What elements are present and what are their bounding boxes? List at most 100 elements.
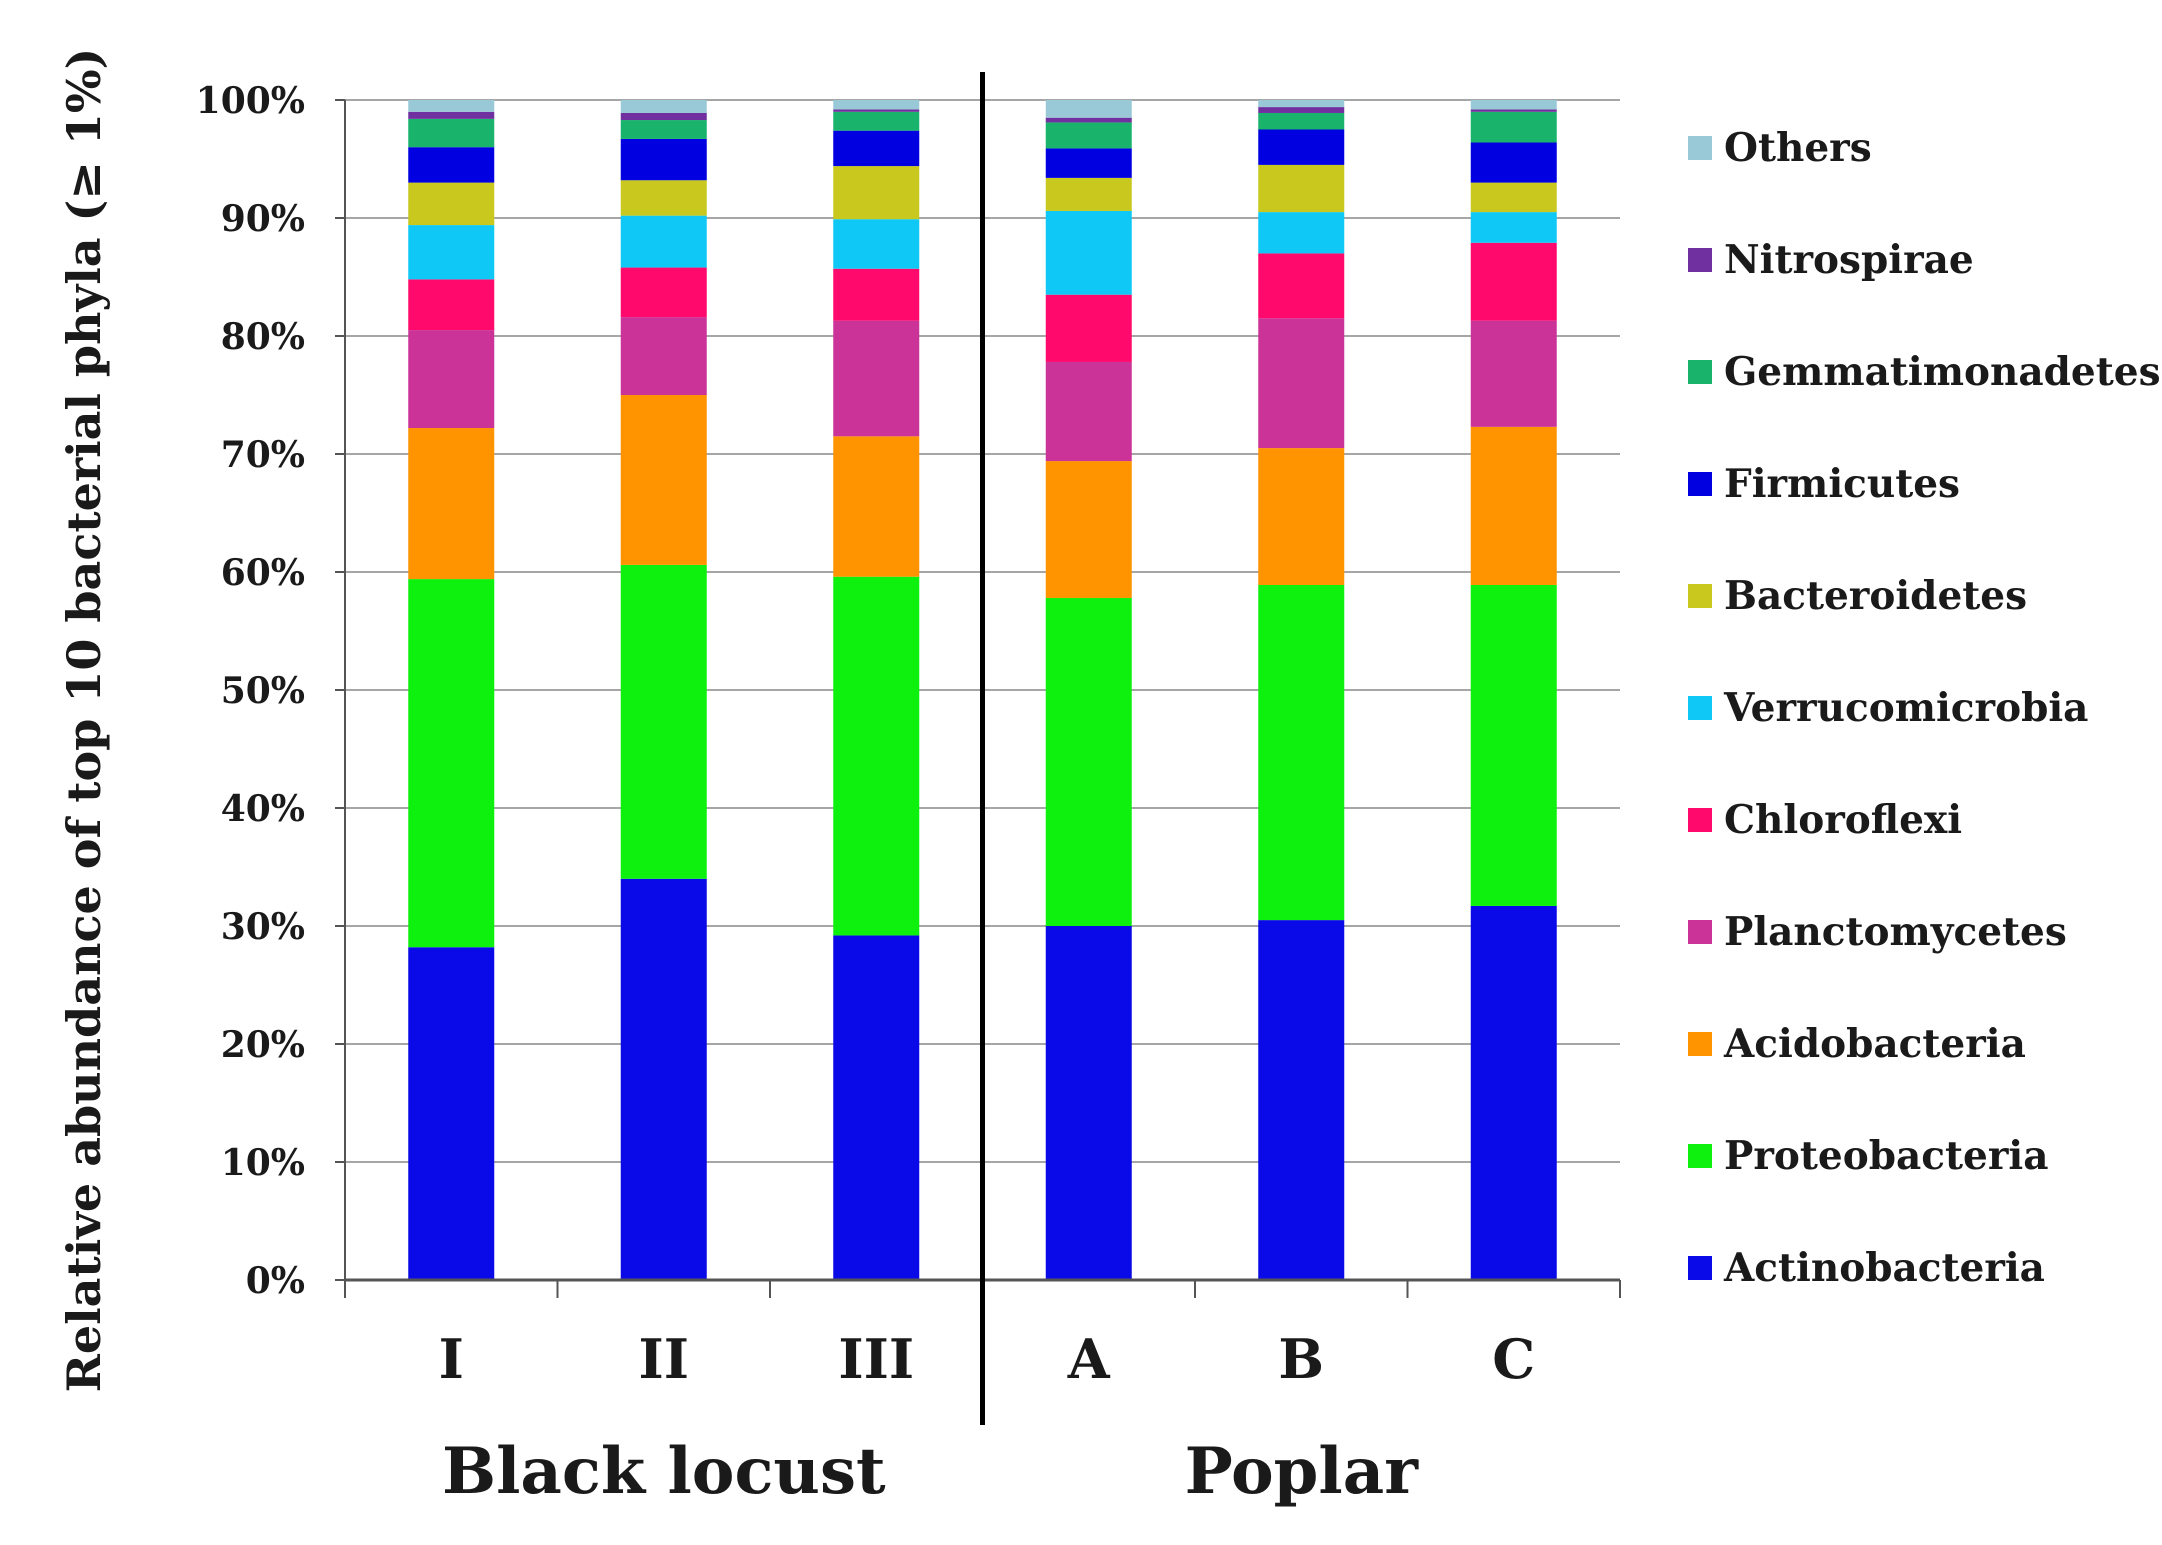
bar-segment-bacteroidetes-b — [1258, 164, 1345, 213]
bar-segment-actinobacteria-a — [1045, 926, 1132, 1280]
legend-swatch-bacteroidetes — [1688, 584, 1712, 608]
y-tick-label: 30% — [221, 906, 305, 948]
bar-segment-verrucomicrobia-c — [1470, 212, 1557, 243]
x-category-label: C — [1492, 1327, 1535, 1391]
bar-segment-nitrospirae-iii — [833, 109, 920, 112]
y-tick-label: 10% — [221, 1142, 305, 1184]
legend-label: Verrucomicrobia — [1723, 685, 2088, 731]
bar-segment-nitrospirae-b — [1258, 107, 1345, 113]
y-tick-label: 40% — [221, 788, 305, 830]
bar-segment-gemmatimonadetes-a — [1045, 122, 1132, 149]
x-category-label: A — [1067, 1327, 1111, 1391]
bar-segment-planctomycetes-iii — [833, 320, 920, 437]
bar-segment-others-c — [1470, 100, 1557, 110]
y-axis-title: Relative abundance of top 10 bacterial p… — [57, 48, 111, 1393]
legend-swatch-firmicutes — [1688, 472, 1712, 496]
legend-label: Bacteroidetes — [1724, 573, 2027, 619]
bar-segment-proteobacteria-ii — [620, 564, 707, 879]
y-tick-label: 0% — [246, 1260, 305, 1302]
legend-label: Planctomycetes — [1724, 909, 2067, 955]
legend-label: Firmicutes — [1724, 461, 1960, 507]
bar-segment-others-ii — [620, 100, 707, 113]
legend-label: Chloroflexi — [1724, 797, 1962, 843]
bar-segment-chloroflexi-a — [1045, 294, 1132, 362]
bar-segment-chloroflexi-c — [1470, 242, 1557, 321]
legend-swatch-proteobacteria — [1688, 1144, 1712, 1168]
group-label: Black locust — [442, 1434, 886, 1509]
bar-segment-verrucomicrobia-a — [1045, 210, 1132, 295]
legend-label: Nitrospirae — [1724, 237, 1974, 283]
x-category-label: III — [838, 1327, 914, 1391]
legend-label: Gemmatimonadetes — [1724, 349, 2161, 395]
bar-segment-chloroflexi-b — [1258, 253, 1345, 319]
bar-segment-bacteroidetes-a — [1045, 177, 1132, 211]
bar-segment-verrucomicrobia-iii — [833, 219, 920, 269]
bar-segment-acidobacteria-a — [1045, 461, 1132, 598]
bar-segment-gemmatimonadetes-ii — [620, 120, 707, 139]
bar-segment-gemmatimonadetes-c — [1470, 111, 1557, 143]
bar-segment-acidobacteria-iii — [833, 436, 920, 577]
y-tick-label: 20% — [221, 1024, 305, 1066]
bar-segment-others-b — [1258, 100, 1345, 108]
legend: Others Nitrospirae Gemmatimonadetes Firmicu… — [1688, 125, 2161, 1291]
bar-segment-acidobacteria-b — [1258, 448, 1345, 585]
bar-segment-verrucomicrobia-b — [1258, 212, 1345, 254]
bar-segment-chloroflexi-ii — [620, 267, 707, 318]
group-label: Poplar — [1185, 1434, 1420, 1509]
bar-segment-firmicutes-c — [1470, 142, 1557, 183]
bar-segment-gemmatimonadetes-i — [408, 118, 495, 148]
legend-swatch-actinobacteria — [1688, 1256, 1712, 1280]
bar-segment-planctomycetes-i — [408, 330, 495, 429]
bar-segment-actinobacteria-c — [1470, 905, 1557, 1280]
legend-swatch-planctomycetes — [1688, 920, 1712, 944]
axes — [335, 72, 1621, 1425]
bar-segment-proteobacteria-c — [1470, 584, 1557, 906]
y-axis-tick-labels: 0% 10% 20% 30% 40% 50% 60% 70% 80% 90% 100% — [196, 80, 305, 1302]
x-category-label: B — [1278, 1327, 1324, 1391]
bar-segment-actinobacteria-i — [408, 947, 495, 1280]
legend-label: Proteobacteria — [1724, 1133, 2048, 1179]
bars — [408, 100, 1557, 1280]
bar-segment-proteobacteria-b — [1258, 584, 1345, 921]
bar-segment-nitrospirae-ii — [620, 112, 707, 121]
bar-segment-bacteroidetes-ii — [620, 180, 707, 216]
bar-segment-firmicutes-ii — [620, 138, 707, 181]
y-tick-label: 60% — [221, 552, 305, 594]
legend-label: Others — [1724, 125, 1872, 171]
bar-segment-acidobacteria-ii — [620, 395, 707, 565]
legend-swatch-others — [1688, 136, 1712, 160]
x-category-label: II — [638, 1327, 689, 1391]
bar-segment-chloroflexi-iii — [833, 268, 920, 321]
bar-segment-nitrospirae-i — [408, 111, 495, 119]
bar-segment-others-a — [1045, 100, 1132, 118]
x-category-label: I — [439, 1327, 464, 1391]
legend-swatch-nitrospirae — [1688, 248, 1712, 272]
bar-segment-firmicutes-b — [1258, 129, 1345, 165]
bar-segment-firmicutes-a — [1045, 148, 1132, 178]
bar-segment-actinobacteria-ii — [620, 878, 707, 1280]
bar-segment-planctomycetes-c — [1470, 320, 1557, 427]
bar-segment-actinobacteria-b — [1258, 920, 1345, 1280]
bar-segment-firmicutes-iii — [833, 130, 920, 167]
y-tick-label: 80% — [221, 316, 305, 358]
bar-segment-actinobacteria-iii — [833, 935, 920, 1280]
bar-segment-nitrospirae-a — [1045, 117, 1132, 123]
legend-label: Actinobacteria — [1723, 1245, 2045, 1291]
y-tick-label: 70% — [221, 434, 305, 476]
bar-segment-proteobacteria-iii — [833, 576, 920, 936]
legend-swatch-gemmatimonadetes — [1688, 360, 1712, 384]
bar-segment-gemmatimonadetes-iii — [833, 111, 920, 131]
legend-swatch-acidobacteria — [1688, 1032, 1712, 1056]
bar-segment-firmicutes-i — [408, 147, 495, 183]
bar-segment-proteobacteria-i — [408, 579, 495, 948]
bar-segment-nitrospirae-c — [1470, 109, 1557, 112]
legend-swatch-chloroflexi — [1688, 808, 1712, 832]
bar-segment-gemmatimonadetes-b — [1258, 112, 1345, 130]
bar-segment-verrucomicrobia-ii — [620, 215, 707, 268]
bar-segment-chloroflexi-i — [408, 279, 495, 331]
bar-segment-acidobacteria-c — [1470, 426, 1557, 585]
legend-swatch-verrucomicrobia — [1688, 696, 1712, 720]
bar-segment-others-i — [408, 100, 495, 112]
